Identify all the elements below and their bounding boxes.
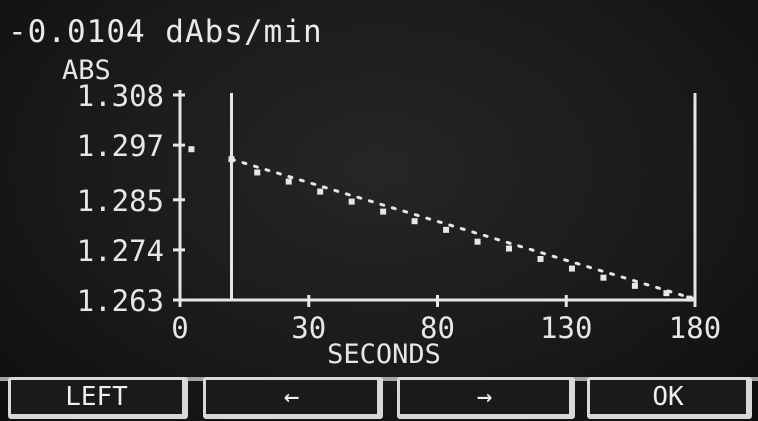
next-softkey-button[interactable]: → xyxy=(397,377,575,419)
data-points xyxy=(188,146,693,302)
ok-softkey-button[interactable]: OK xyxy=(587,377,752,419)
x-tick-label-4: 180 xyxy=(669,311,721,345)
y-tick-label-1: 1.297 xyxy=(77,129,164,163)
plot-axes xyxy=(178,90,697,302)
data-point-6 xyxy=(380,208,387,215)
y-axis-title: ABS xyxy=(62,55,111,86)
previous-softkey-button[interactable]: ← xyxy=(203,377,383,419)
y-tick-label-2: 1.285 xyxy=(77,184,164,218)
data-point-2 xyxy=(254,169,261,176)
data-point-3 xyxy=(285,178,292,185)
y-tick-label-3: 1.274 xyxy=(77,234,164,268)
data-point-1 xyxy=(228,156,235,163)
fit-line-group xyxy=(230,157,697,301)
x-axis-title: SECONDS xyxy=(327,339,441,370)
data-point-5 xyxy=(348,198,355,205)
fit-line xyxy=(230,157,697,301)
y-tick-label-0: 1.308 xyxy=(77,79,164,113)
data-point-14 xyxy=(631,282,638,289)
data-point-0 xyxy=(188,146,195,153)
y-tick-label-4: 1.263 xyxy=(77,284,164,318)
data-point-7 xyxy=(411,218,418,225)
data-point-8 xyxy=(443,226,450,233)
x-tick-label-1: 30 xyxy=(291,311,326,345)
x-tick-label-3: 130 xyxy=(540,311,592,345)
arrow-left-icon: ← xyxy=(283,382,300,412)
data-point-15 xyxy=(663,290,670,297)
x-tick-label-2: 80 xyxy=(420,311,455,345)
left-softkey-label: LEFT xyxy=(65,382,128,412)
data-point-9 xyxy=(474,238,481,245)
data-point-4 xyxy=(317,188,324,195)
x-tick-label-0: 0 xyxy=(171,311,188,345)
arrow-right-icon: → xyxy=(476,382,493,412)
left-softkey-button[interactable]: LEFT xyxy=(8,377,188,419)
plot-ticks xyxy=(173,93,697,307)
data-point-13 xyxy=(600,274,607,281)
data-point-16 xyxy=(686,295,693,302)
data-point-11 xyxy=(537,256,544,262)
data-point-12 xyxy=(568,265,575,272)
data-point-10 xyxy=(506,245,513,252)
rate-readout: -0.0104 dAbs/min xyxy=(8,14,323,50)
ok-softkey-label: OK xyxy=(652,382,684,412)
